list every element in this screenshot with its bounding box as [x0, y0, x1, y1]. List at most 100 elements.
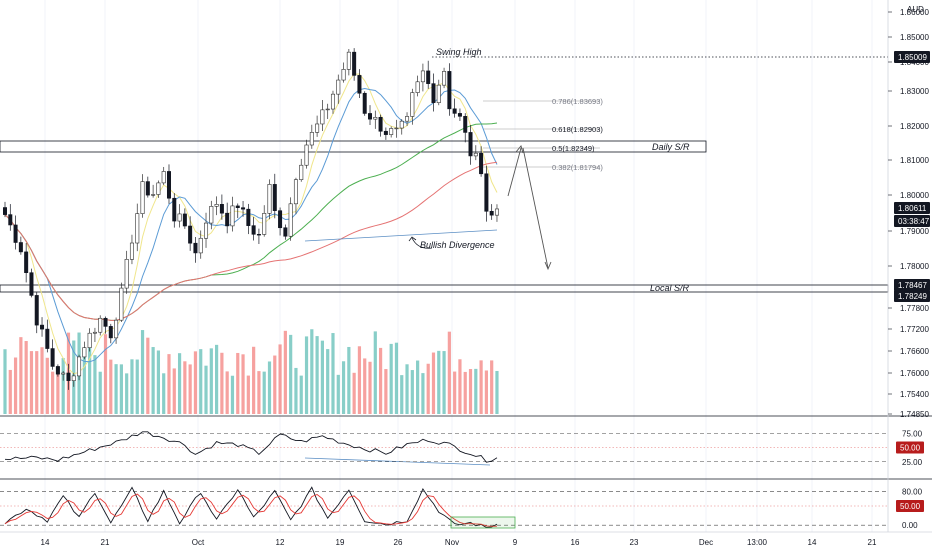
volume-bar — [463, 371, 467, 414]
candle-body — [235, 205, 240, 208]
candle-body — [272, 184, 277, 211]
divergence-price-line — [304, 229, 498, 242]
volume-bar — [172, 368, 176, 414]
stoch-axis[interactable]: 80.00 0.00 50.00 — [896, 488, 924, 531]
rsi-tick-label: 75.00 — [902, 429, 923, 438]
volume-bar — [199, 349, 203, 414]
candle-body — [315, 123, 320, 133]
candle-body — [61, 372, 66, 375]
osc-signal-line — [4, 493, 498, 527]
candle-body — [219, 204, 224, 214]
price-tick-label: 1.77200 — [900, 325, 929, 334]
price-tag-label: 1.78249 — [898, 292, 927, 301]
volume-bar — [188, 364, 192, 414]
volume-bar — [61, 358, 65, 414]
volume-bar — [378, 347, 383, 414]
time-tick-label: 14 — [41, 538, 50, 547]
candle-body — [479, 152, 484, 175]
volume-bar — [405, 364, 409, 414]
candle-body — [114, 319, 119, 339]
candle-body — [389, 128, 394, 135]
candle-body — [405, 116, 410, 122]
candle-body — [330, 93, 335, 110]
volume-bar — [310, 329, 314, 414]
candle-body — [103, 317, 108, 327]
volume-bar — [442, 351, 446, 414]
volume-bar — [278, 344, 282, 414]
candle-body — [119, 287, 124, 321]
price-tick-label: 1.82000 — [900, 122, 929, 131]
candle-body — [383, 130, 388, 135]
divergence-rsi-line — [304, 457, 491, 466]
stoch-tick-label: 80.00 — [902, 488, 923, 497]
candle-body — [124, 259, 129, 289]
stoch-oversold-box — [450, 516, 516, 529]
candle-body — [415, 81, 420, 93]
stoch-tag-label: 50.00 — [900, 502, 921, 511]
rsi-panel — [0, 431, 888, 463]
candle-body — [108, 326, 113, 339]
volume-bar — [45, 357, 49, 414]
volume-bar — [468, 369, 473, 414]
volume-bar — [304, 336, 309, 414]
candle-body — [198, 237, 203, 254]
candle-body — [473, 152, 478, 157]
osc-main-line — [4, 486, 498, 528]
price-tag-bg — [894, 290, 930, 302]
volume-bar — [273, 355, 277, 414]
volume-bar — [13, 357, 18, 414]
time-tick-label: 19 — [336, 538, 345, 547]
time-axis[interactable]: 14 21 Oct 12 19 26 Nov 9 16 23 Dec 13:00 14 21 — [41, 538, 877, 547]
candle-body — [431, 83, 436, 103]
price-tick-label: 1.77800 — [900, 304, 929, 313]
time-tick-label: 14 — [808, 538, 817, 547]
time-tick-label: 26 — [394, 538, 403, 547]
volume-bar — [384, 369, 388, 414]
candle-body — [129, 242, 134, 260]
candle-body — [283, 227, 288, 237]
volume-bar — [341, 361, 346, 414]
candle-body — [188, 225, 193, 244]
volume-bar — [458, 359, 462, 414]
volume-bar — [347, 346, 351, 414]
currency-label: AUD — [907, 5, 924, 14]
candle-body — [378, 116, 383, 132]
volume-bar — [336, 374, 340, 414]
candle-body — [204, 222, 209, 239]
projection-arrows — [507, 145, 552, 271]
price-tag-label: 1.78467 — [898, 281, 927, 290]
daily-sr-zone[interactable] — [0, 140, 707, 153]
price-tag-label: 1.85009 — [898, 53, 927, 62]
candle-body — [320, 109, 325, 125]
price-tick-label: 1.74850 — [900, 410, 929, 419]
volume-bar — [352, 372, 356, 414]
candle-body — [13, 224, 18, 243]
volume-bars — [3, 329, 499, 414]
volume-bar — [19, 337, 23, 414]
candle-body — [135, 213, 140, 244]
ma-slow-line — [4, 161, 498, 321]
rsi-tag-bg — [896, 441, 924, 454]
volume-bar — [368, 361, 372, 414]
price-tag-label: 1.80611 — [898, 204, 927, 213]
candle-body — [468, 132, 473, 157]
rsi-axis[interactable]: 75.00 25.00 50.00 — [896, 429, 924, 467]
swing-high-label: Swing High — [436, 47, 482, 57]
volume-bar — [225, 371, 229, 414]
candle-body — [140, 181, 145, 214]
candle-body — [447, 71, 452, 110]
candle-body — [410, 92, 415, 117]
candle-body — [45, 328, 50, 349]
volume-bar — [130, 359, 134, 414]
price-tick-label: 1.79000 — [900, 227, 929, 236]
chart-grid — [44, 0, 873, 532]
candle-body — [362, 92, 367, 114]
candle-body — [161, 171, 166, 184]
volume-bar — [40, 347, 44, 414]
candle-body — [92, 331, 97, 334]
volume-bar — [257, 371, 261, 414]
volume-bar — [363, 358, 367, 414]
candle-body — [177, 213, 182, 222]
moving-averages — [4, 73, 498, 375]
